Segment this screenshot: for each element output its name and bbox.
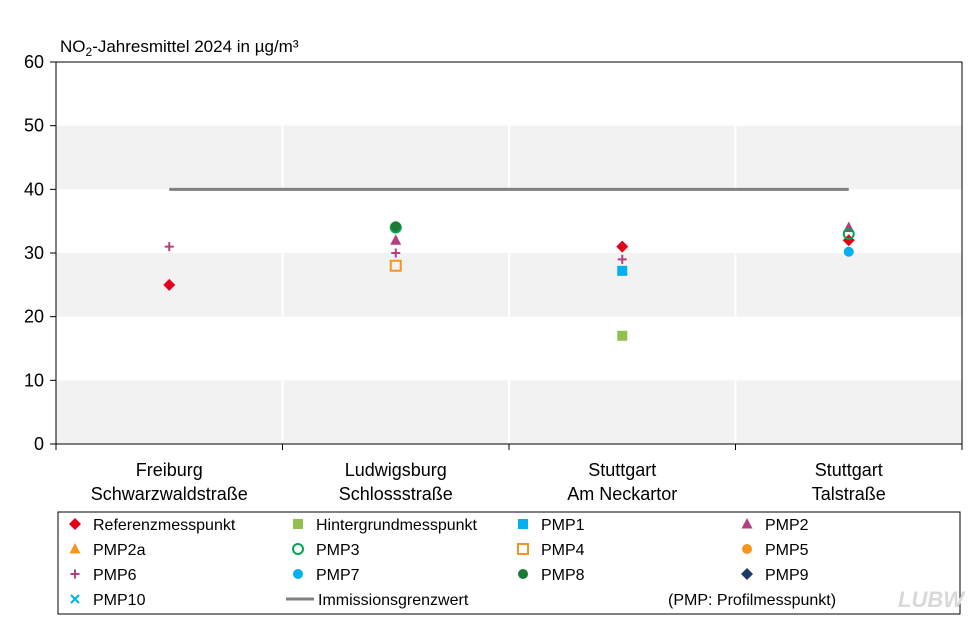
- title-main: NO: [60, 37, 86, 56]
- data-point-pmp1: [617, 265, 628, 276]
- data-point-pmp8: [390, 221, 401, 232]
- legend-marker: [741, 518, 753, 529]
- y-tick-label: 60: [24, 52, 44, 72]
- legend-label: PMP7: [316, 567, 360, 584]
- category-label: Am Neckartor: [567, 484, 677, 504]
- category-label: Stuttgart: [588, 460, 656, 480]
- lubw-logo: LUBW: [898, 587, 966, 612]
- y-axis-ticks: 0 10 20 30 40 50 60: [24, 52, 56, 454]
- legend-marker: [293, 519, 303, 529]
- legend-marker: [70, 569, 80, 579]
- legend-label: PMP5: [765, 542, 809, 559]
- title-rest: -Jahresmittel 2024 in µg/m³: [92, 37, 299, 56]
- legend-box: [57, 511, 961, 615]
- data-point-pmp2: [390, 234, 402, 245]
- legend-label: PMP1: [541, 517, 585, 534]
- legend-marker: [741, 568, 753, 580]
- category-label: Talstraße: [812, 484, 886, 504]
- y-tick-label: 50: [24, 116, 44, 136]
- legend-label: PMP9: [765, 567, 809, 584]
- category-separators: [281, 62, 737, 444]
- legend-label: Hintergrundmesspunkt: [316, 517, 478, 534]
- chart-title: NO2-Jahresmittel 2024 in µg/m³: [60, 37, 299, 59]
- title-subscript: 2: [86, 45, 93, 59]
- data-point-pmp6: [617, 254, 627, 264]
- legend-label: Referenzmesspunkt: [93, 517, 236, 534]
- legend-marker: [69, 543, 81, 554]
- legend-marker: [69, 518, 81, 530]
- data-point-referenzmesspunkt: [616, 240, 629, 253]
- legend: Referenzmesspunkt Hintergrundmesspunkt PMP…: [57, 511, 961, 615]
- legend-label: PMP10: [93, 592, 146, 609]
- legend-marker: [742, 544, 752, 554]
- category-label: Stuttgart: [815, 460, 883, 480]
- legend-label: PMP4: [541, 542, 585, 559]
- legend-marker: [518, 519, 528, 529]
- legend-marker: [292, 543, 304, 555]
- legend-marker: [518, 569, 528, 579]
- category-label: Freiburg: [136, 460, 203, 480]
- data-point-referenzmesspunkt: [163, 278, 176, 291]
- y-tick-label: 30: [24, 243, 44, 263]
- data-point-hintergrundmesspunkt: [617, 330, 628, 341]
- legend-marker: [517, 543, 529, 555]
- legend-marker: [70, 594, 80, 604]
- legend-label: PMP2: [765, 517, 809, 534]
- legend-note: (PMP: Profilmesspunkt): [668, 592, 836, 609]
- x-axis-categories: Freiburg Schwarzwaldstraße Ludwigsburg Schl…: [91, 460, 886, 504]
- data-point-pmp7: [843, 246, 854, 257]
- data-point-pmp3: [842, 227, 855, 240]
- data-point-pmp6: [391, 248, 401, 258]
- legend-label: PMP6: [93, 567, 137, 584]
- y-tick-label: 20: [24, 307, 44, 327]
- y-tick-label: 40: [24, 179, 44, 199]
- data-points: [163, 221, 855, 341]
- y-tick-label: 10: [24, 370, 44, 390]
- legend-label: PMP3: [316, 542, 360, 559]
- category-label: Schlossstraße: [339, 484, 453, 504]
- legend-label: Immissionsgrenzwert: [318, 592, 469, 609]
- legend-label: PMP8: [541, 567, 585, 584]
- category-label: Schwarzwaldstraße: [91, 484, 248, 504]
- category-label: Ludwigsburg: [345, 460, 447, 480]
- y-tick-label: 0: [34, 434, 44, 454]
- data-point-pmp6: [164, 242, 174, 252]
- data-point-pmp4: [389, 259, 402, 272]
- legend-marker: [293, 569, 303, 579]
- legend-label: PMP2a: [93, 542, 146, 559]
